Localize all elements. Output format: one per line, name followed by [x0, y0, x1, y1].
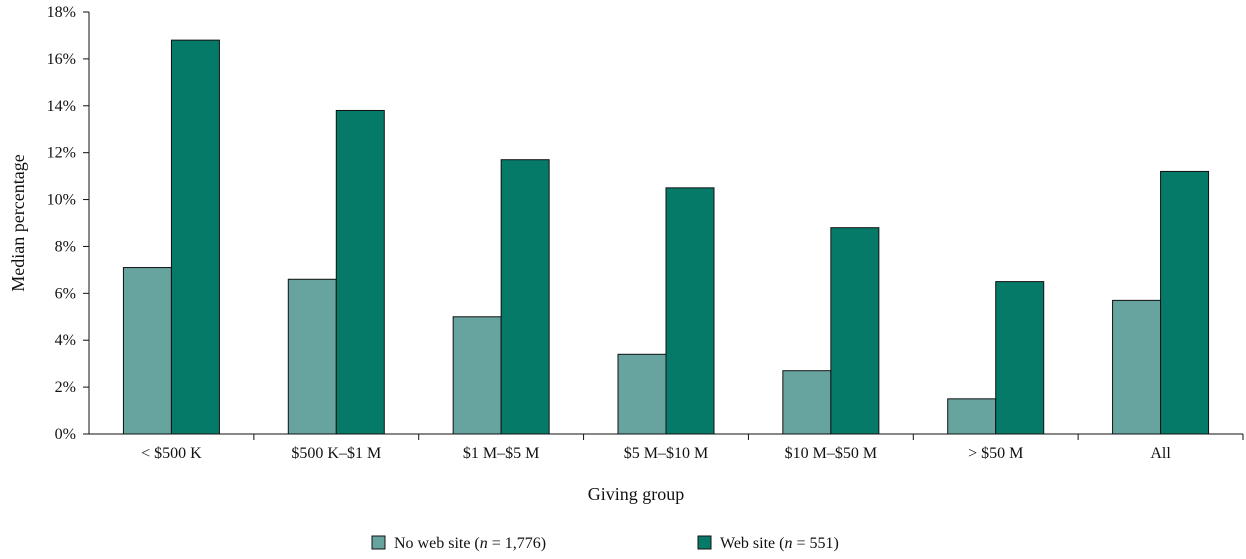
- y-tick-label: 16%: [47, 51, 76, 68]
- x-tick-label: < $500 K: [141, 445, 202, 462]
- x-axis-title: Giving group: [588, 484, 685, 504]
- bars: [122, 39, 1210, 435]
- legend-label: No web site (n = 1,776): [394, 535, 546, 552]
- bar-web-site: [500, 159, 550, 435]
- y-tick-label: 0%: [55, 426, 76, 443]
- x-tick-label: $10 M–$50 M: [785, 445, 877, 462]
- y-tick-label: 14%: [47, 98, 76, 115]
- y-axis-title: Median percentage: [8, 154, 28, 291]
- x-tick-label: All: [1150, 445, 1171, 462]
- bar-web-site: [170, 39, 220, 435]
- bar-web-site: [665, 187, 715, 435]
- bar-web-site: [995, 281, 1045, 435]
- y-tick-label: 6%: [55, 285, 76, 302]
- bar-no-web-site: [122, 267, 172, 435]
- x-axis-ticks: < $500 K $500 K–$1 M $1 M–$5 M $5 M–$10 M $1…: [141, 434, 1244, 462]
- bar-no-web-site: [782, 370, 832, 435]
- bar-web-site: [335, 109, 385, 435]
- bar-web-site: [830, 227, 880, 435]
- bar-no-web-site: [287, 278, 337, 435]
- y-tick-label: 18%: [47, 4, 76, 21]
- x-tick-label: > $50 M: [968, 445, 1023, 462]
- y-tick-label: 4%: [55, 332, 76, 349]
- x-tick-label: $1 M–$5 M: [463, 445, 539, 462]
- y-tick-label: 12%: [47, 145, 76, 162]
- bar-web-site: [1160, 170, 1210, 435]
- legend-label: Web site (n = 551): [720, 535, 839, 552]
- x-tick-label: $5 M–$10 M: [624, 445, 708, 462]
- legend: No web site (n = 1,776) Web site (n = 551…: [371, 535, 839, 552]
- y-tick-label: 8%: [55, 238, 76, 255]
- legend-swatch: [371, 535, 386, 550]
- bar-no-web-site: [452, 316, 502, 435]
- x-tick-label: $500 K–$1 M: [291, 445, 381, 462]
- bar-no-web-site: [1112, 299, 1162, 435]
- y-tick-label: 2%: [55, 379, 76, 396]
- bar-no-web-site: [947, 398, 997, 435]
- y-axis-ticks: 0% 2% 4% 6% 8% 10% 12% 14% 16% 18%: [47, 4, 89, 443]
- y-tick-label: 10%: [47, 192, 76, 209]
- legend-swatch: [697, 535, 712, 550]
- bar-no-web-site: [617, 353, 667, 435]
